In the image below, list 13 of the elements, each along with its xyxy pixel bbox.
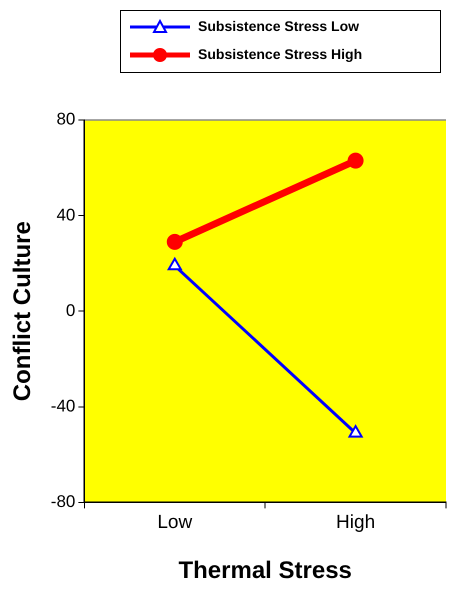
- x-tick-label: Low: [157, 512, 192, 534]
- y-tick-label: -40: [50, 396, 76, 416]
- legend-label: Subsistence Stress Low: [198, 18, 360, 34]
- x-tick-label: High: [336, 512, 376, 534]
- y-axis-title: Conflict Culture: [9, 221, 36, 402]
- x-axis-title: Thermal Stress: [178, 557, 352, 584]
- y-tick-label: 0: [66, 300, 76, 320]
- y-tick-label: -80: [50, 492, 76, 512]
- point: [348, 152, 364, 169]
- y-tick-label: 80: [56, 110, 76, 129]
- point: [166, 234, 183, 250]
- legend-label: Subsistence Stress High: [198, 46, 362, 62]
- y-tick-label: 40: [56, 205, 76, 224]
